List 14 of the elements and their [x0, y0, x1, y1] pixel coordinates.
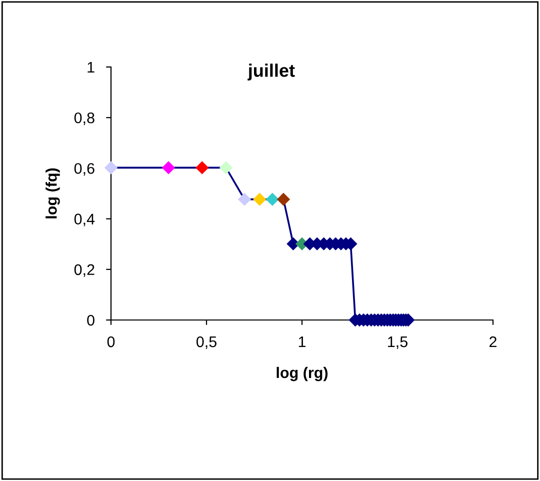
- x-tick-label: 1,5: [388, 336, 408, 349]
- y-tick-label: 0: [87, 314, 94, 326]
- x-tick-label: 0: [107, 336, 115, 348]
- y-tick-label: 0,6: [74, 163, 94, 176]
- y-axis-title: log (fq): [46, 168, 60, 218]
- x-tick-label: 0,5: [196, 336, 216, 349]
- x-axis-title: log (rg): [276, 366, 328, 382]
- y-tick-label: 0,8: [74, 112, 94, 126]
- x-tick-label: 1: [298, 336, 306, 348]
- chart-title: juillet: [248, 64, 295, 80]
- y-tick-label: 1: [88, 62, 94, 73]
- y-tick-label: 0,4: [74, 214, 95, 226]
- x-tick-label: 2: [490, 336, 496, 348]
- y-tick-label: 0,2: [74, 264, 94, 277]
